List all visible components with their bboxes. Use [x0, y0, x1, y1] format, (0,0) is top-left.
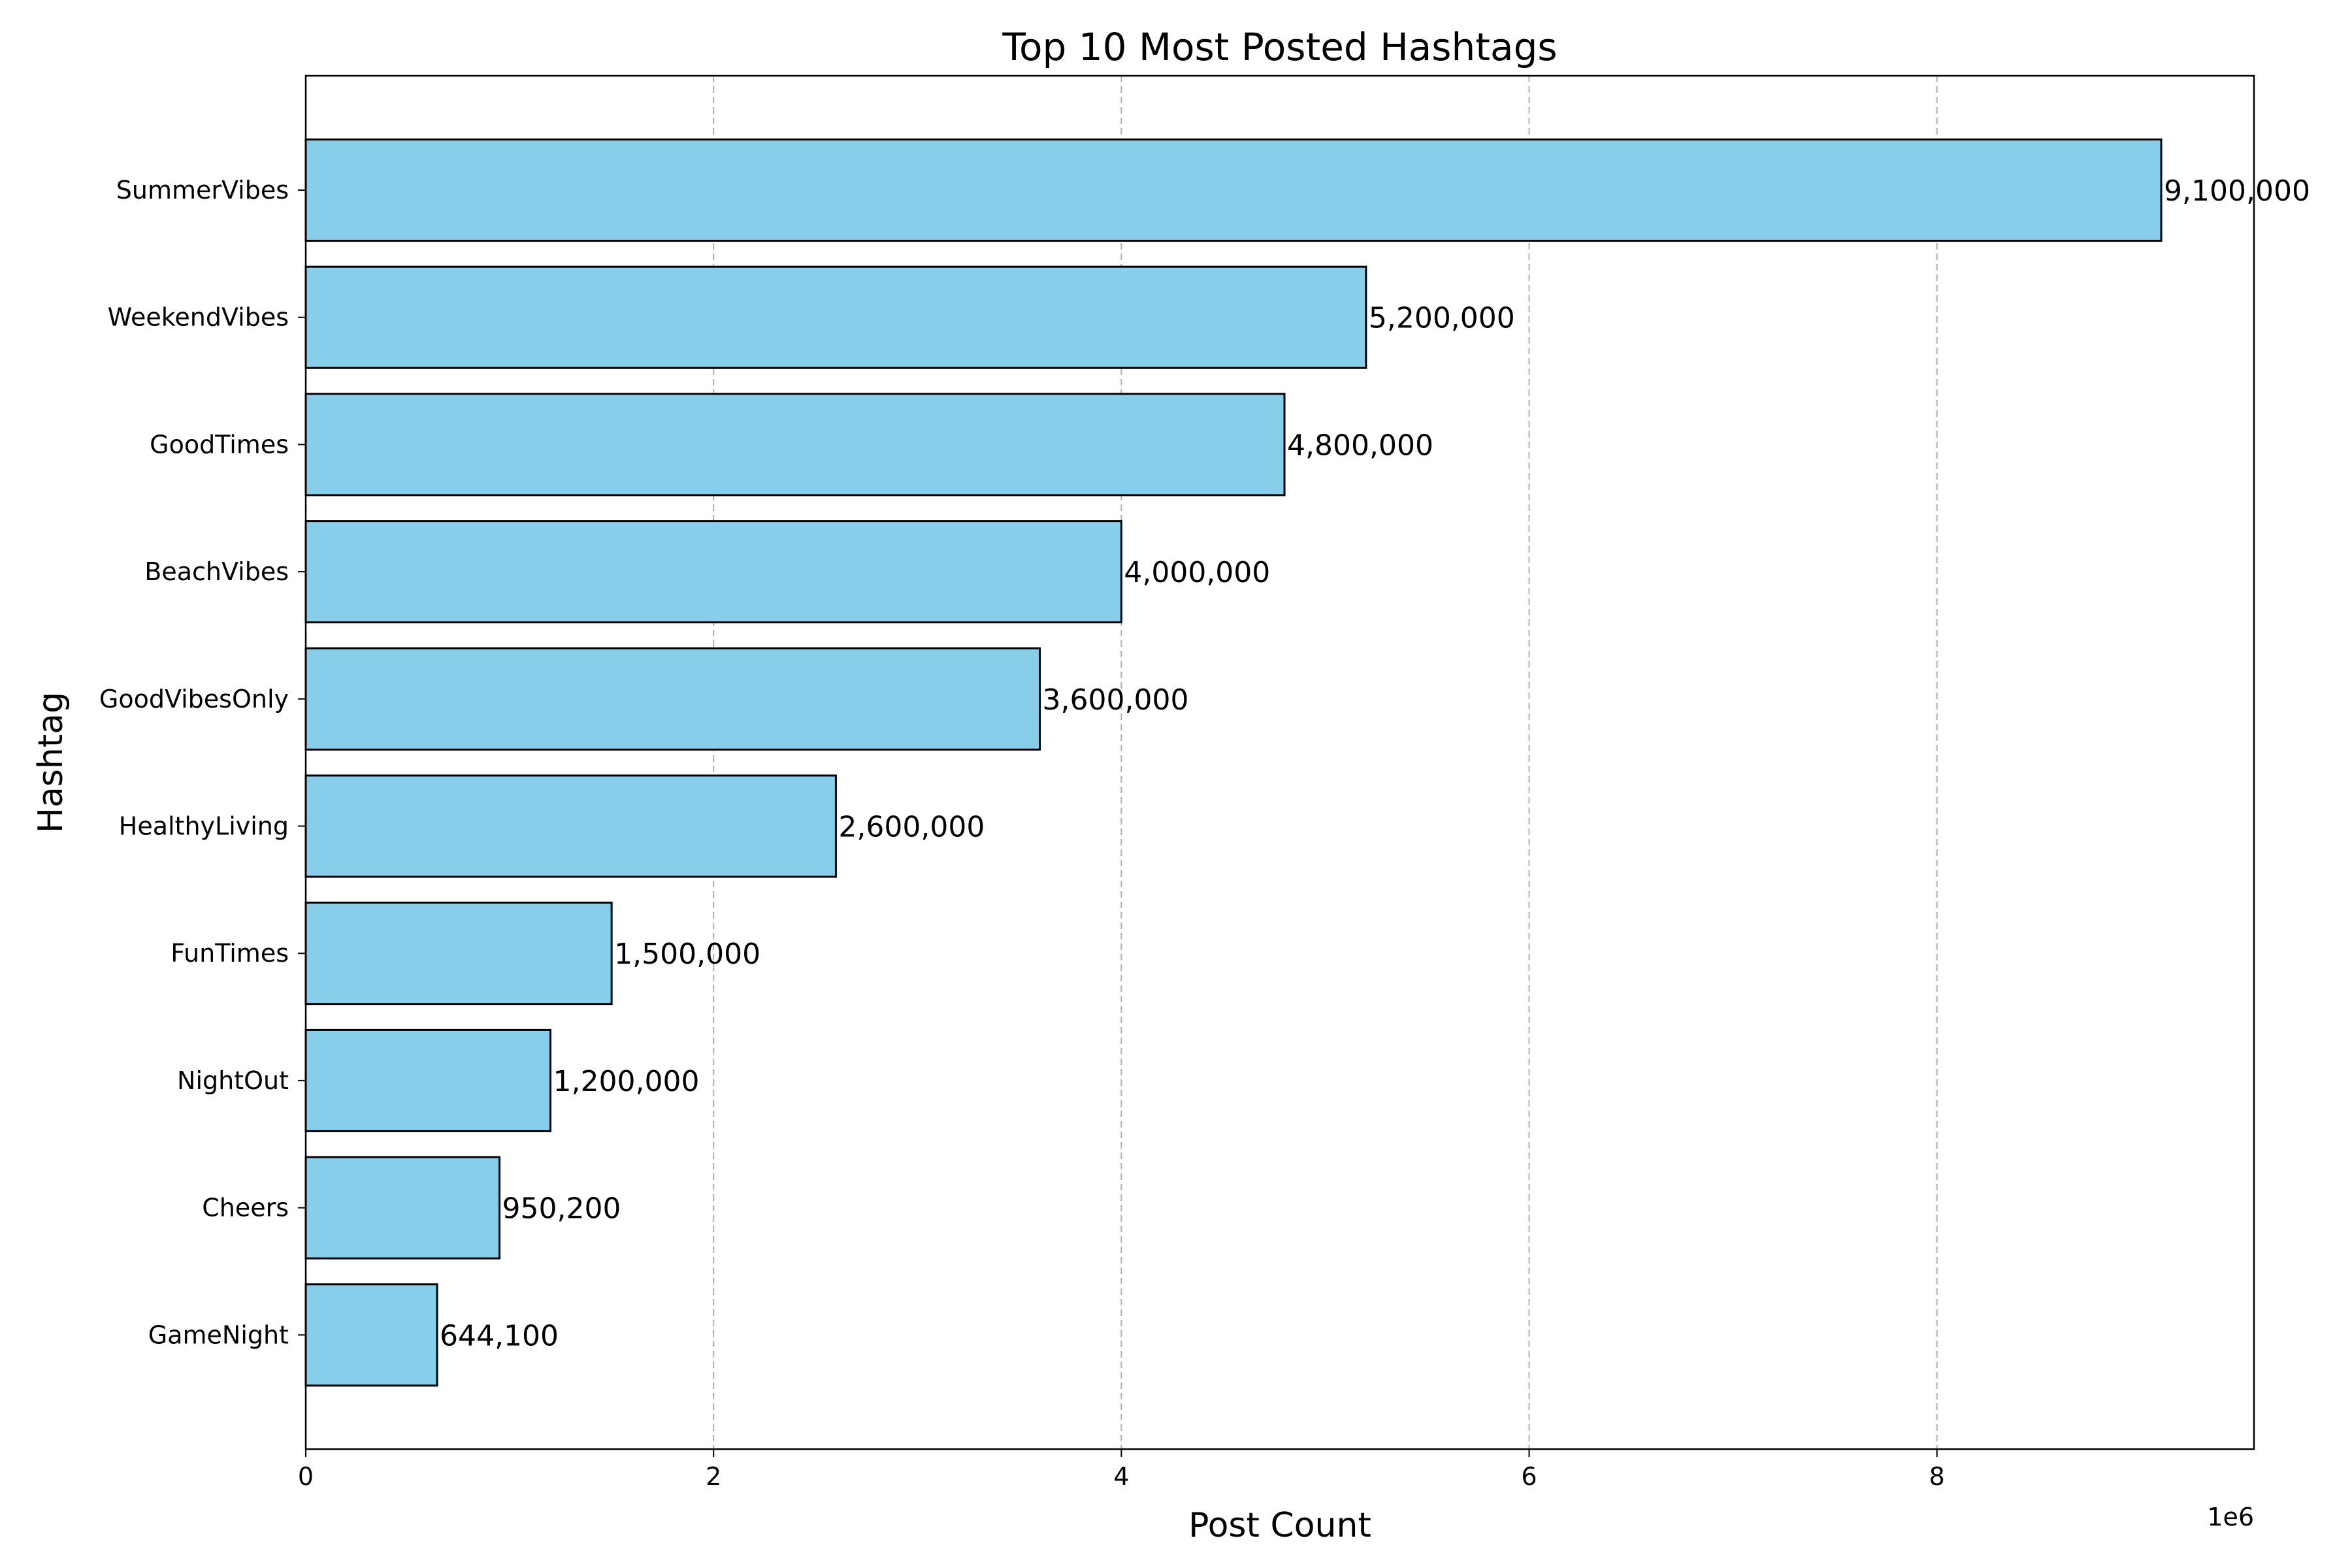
bar — [304, 774, 837, 878]
x-axis-label: Post Count — [1188, 1506, 1371, 1545]
bar — [304, 1156, 501, 1260]
bar — [304, 265, 1367, 369]
bar-value-label: 1,200,000 — [553, 1065, 700, 1098]
bar — [304, 139, 2163, 242]
x-axis-ticks: 0 2 4 6 8 — [298, 1449, 1945, 1491]
bar-value-label: 4,000,000 — [1124, 556, 1270, 589]
x-tick-label: 6 — [1521, 1462, 1537, 1491]
bar — [304, 1283, 438, 1387]
y-tick-label: GoodTimes — [150, 430, 289, 459]
y-axis-label: Hashtag — [31, 692, 71, 833]
bar-value-label: 950,200 — [502, 1192, 621, 1226]
bar — [304, 647, 1041, 751]
y-tick-label: BeachVibes — [144, 557, 289, 586]
bar-value-label: 644,100 — [440, 1319, 559, 1352]
plot-frame — [304, 74, 2255, 1450]
bar — [304, 393, 1286, 497]
x-tick-label: 4 — [1113, 1462, 1129, 1491]
bar-value-label: 3,600,000 — [1043, 683, 1189, 717]
data-labels: 9,100,000 5,200,000 4,800,000 4,000,000 3,60… — [440, 174, 2310, 1352]
y-tick-label: Cheers — [202, 1194, 289, 1222]
x-tick-label: 0 — [298, 1462, 314, 1491]
bars — [304, 139, 2163, 1387]
y-tick-label: FunTimes — [171, 939, 289, 968]
y-tick-label: WeekendVibes — [108, 303, 289, 332]
bar — [304, 902, 613, 1005]
x-axis-offset-text: 1e6 — [2207, 1503, 2254, 1531]
bar-value-label: 2,600,000 — [838, 811, 985, 844]
chart-title: Top 10 Most Posted Hashtags — [1002, 25, 1557, 69]
x-tick-label: 8 — [1929, 1462, 1945, 1491]
y-tick-label: GameNight — [148, 1320, 289, 1349]
bar-value-label: 4,800,000 — [1287, 429, 1433, 462]
gridlines — [713, 76, 1938, 1449]
y-tick-label: GoodVibesOnly — [99, 685, 289, 713]
y-axis-ticks: SummerVibes WeekendVibes GoodTimes BeachVib… — [99, 176, 306, 1349]
bar-value-label: 5,200,000 — [1369, 302, 1515, 335]
y-tick-label: NightOut — [177, 1066, 289, 1095]
bar-value-label: 9,100,000 — [2164, 174, 2310, 208]
y-tick-label: SummerVibes — [116, 176, 289, 204]
bar-value-label: 1,500,000 — [614, 938, 760, 971]
bar — [304, 1028, 552, 1132]
bar — [304, 520, 1122, 624]
x-tick-label: 2 — [706, 1462, 721, 1491]
y-tick-label: HealthyLiving — [119, 812, 289, 841]
